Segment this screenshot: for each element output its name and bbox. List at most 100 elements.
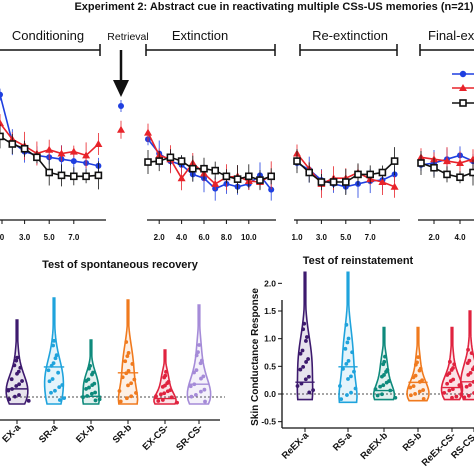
violin-ReEX-a-point-1 bbox=[303, 377, 308, 382]
violin-EX-a-point-1 bbox=[20, 379, 24, 383]
violin-SR-a-point-0 bbox=[53, 356, 58, 361]
point-black-reextinction-1 bbox=[305, 168, 314, 177]
violin-ReEX-b-point-3 bbox=[378, 384, 383, 389]
violin-RS-CS--shape bbox=[459, 310, 474, 401]
violin-ReEX-a-point-7 bbox=[307, 390, 312, 395]
point-black-final-1 bbox=[430, 163, 438, 172]
violin-ReEX-a-point-4 bbox=[295, 384, 300, 388]
violin-SR-b-point-5 bbox=[130, 362, 135, 366]
violin-SR-a-point-14 bbox=[46, 368, 51, 373]
violin-EX-CS--point-12 bbox=[175, 400, 179, 405]
violin-RS-b-point-3 bbox=[417, 389, 422, 394]
violin-ReEX-a-point-5 bbox=[304, 339, 308, 343]
point-red-conditioning-7 bbox=[82, 151, 91, 159]
point-black-reextinction-8 bbox=[390, 157, 399, 165]
violin-SR-a-point-8 bbox=[54, 353, 59, 358]
violin-SR-CS--shape bbox=[186, 304, 212, 405]
violin-EX-b-point-7 bbox=[93, 398, 98, 403]
point-red-conditioning-5 bbox=[57, 149, 66, 157]
x-tick-label-extinction-0: 2.0 bbox=[154, 233, 166, 242]
point-red-extinction-0 bbox=[144, 128, 152, 136]
violin-RS-a-point-7 bbox=[344, 322, 349, 327]
point-red-final-3 bbox=[456, 159, 464, 166]
violin-EX-a-point-8 bbox=[15, 355, 20, 360]
point-black-extinction-6 bbox=[211, 166, 219, 175]
retrieval-arrow-head bbox=[113, 80, 129, 97]
violin-RS-CS--point-15 bbox=[468, 370, 473, 375]
x-tick-label-SR-b: SR-b bbox=[111, 422, 135, 446]
violin-EX-b-point-13 bbox=[91, 370, 95, 375]
violin-SR-CS--point-10 bbox=[194, 368, 199, 373]
violin-SR-CS--point-12 bbox=[196, 350, 200, 354]
point-red-conditioning-8 bbox=[94, 140, 103, 147]
violin-SR-b-point-14 bbox=[129, 381, 134, 386]
violin-SR-b-point-7 bbox=[124, 340, 129, 344]
violin-EX-a-point-5 bbox=[26, 398, 31, 403]
violin-EX-a-point-3 bbox=[18, 365, 23, 370]
violin-ReEx-CS--point-11 bbox=[442, 390, 447, 395]
point-black-reextinction-5 bbox=[354, 170, 362, 179]
violin-RS-b-shape bbox=[406, 326, 430, 402]
point-black-final-4 bbox=[469, 168, 474, 177]
y-tick-label-5: 2.0 bbox=[264, 278, 276, 288]
point-black-extinction-9 bbox=[245, 172, 253, 181]
violin-RS-CS--point-5 bbox=[464, 384, 469, 389]
violin-ReEX-a-point-15 bbox=[311, 388, 316, 393]
violin-EX-CS--point-11 bbox=[162, 391, 167, 396]
point-black-conditioning-5 bbox=[57, 171, 66, 180]
violin-SR-a-point-4 bbox=[57, 385, 62, 390]
violin-ReEX-b-point-9 bbox=[380, 392, 384, 397]
y-axis-label: Skin Conductance Response bbox=[250, 288, 261, 426]
violin-SR-a-point-6 bbox=[56, 370, 61, 375]
x-tick-label-conditioning-0: 0 bbox=[0, 233, 5, 242]
phase-label-1: Retrieval bbox=[107, 31, 148, 43]
violin-ReEX-b-point-11 bbox=[381, 383, 386, 388]
violin-ReEx-CS--point-0 bbox=[447, 388, 452, 393]
violin-SR-b-point-9 bbox=[117, 389, 122, 393]
x-tick-label-RS-b: RS-b bbox=[401, 430, 425, 454]
violin-SR-a-point-7 bbox=[49, 390, 53, 395]
violin-EX-b-point-8 bbox=[86, 377, 91, 382]
violin-ReEX-b-point-4 bbox=[383, 354, 387, 359]
violin-SR-CS--point-14 bbox=[194, 392, 198, 397]
violin-SR-CS--point-13 bbox=[201, 374, 206, 379]
violin-SR-a-point-15 bbox=[53, 388, 57, 393]
violin-SR-CS--point-6 bbox=[189, 394, 194, 399]
point-black-final-3 bbox=[456, 173, 464, 182]
violin-RS-CS--point-6 bbox=[469, 351, 474, 356]
violin-SR-b-point-12 bbox=[129, 394, 134, 399]
y-tick-label-1: 0.0 bbox=[264, 389, 276, 399]
point-red-reextinction-8 bbox=[390, 182, 399, 190]
x-tick-label-ReEX-a: ReEX-a bbox=[280, 430, 312, 462]
panel-title: Test of reinstatement bbox=[303, 255, 414, 267]
violin-SR-CS--point-3 bbox=[198, 389, 203, 394]
violin-RS-b-point-15 bbox=[418, 366, 423, 371]
violin-RS-a-point-10 bbox=[346, 336, 351, 341]
figure-title: Experiment 2: Abstract cue in reactivati… bbox=[74, 1, 473, 13]
violin-SR-CS--point-1 bbox=[197, 343, 202, 347]
point-black-extinction-0 bbox=[144, 158, 152, 166]
violin-SR-a-point-11 bbox=[51, 361, 56, 366]
point-black-extinction-8 bbox=[233, 175, 242, 183]
violin-RS-a-point-1 bbox=[353, 386, 358, 391]
point-black-conditioning-6 bbox=[70, 172, 78, 181]
violin-RS-a-point-0 bbox=[344, 361, 349, 366]
violin-RS-b-point-10 bbox=[413, 373, 418, 378]
violin-RS-CS--point-3 bbox=[462, 395, 467, 400]
violin-RS-a-point-13 bbox=[343, 346, 348, 351]
y-tick-label-0: -0.5 bbox=[261, 417, 276, 427]
point-blue-retrieval-0 bbox=[118, 103, 124, 109]
violin-RS-a-point-4 bbox=[345, 393, 349, 397]
x-tick-label-extinction-3: 8.0 bbox=[221, 233, 233, 242]
x-tick-label-conditioning-2: 5.0 bbox=[44, 233, 56, 242]
violin-ReEX-a-point-0 bbox=[298, 351, 303, 356]
violin-EX-a-point-4 bbox=[14, 384, 19, 388]
point-black-reextinction-2 bbox=[317, 178, 326, 186]
panel-title: Test of spontaneous recovery bbox=[42, 259, 199, 271]
violin-EX-b-point-1 bbox=[89, 391, 94, 396]
point-black-extinction-4 bbox=[189, 164, 197, 173]
point-black-reextinction-0 bbox=[293, 157, 301, 165]
violin-ReEx-CS--point-12 bbox=[451, 366, 455, 370]
point-black-extinction-3 bbox=[177, 157, 186, 165]
x-tick-label-reextinction-3: 7.0 bbox=[365, 233, 377, 242]
